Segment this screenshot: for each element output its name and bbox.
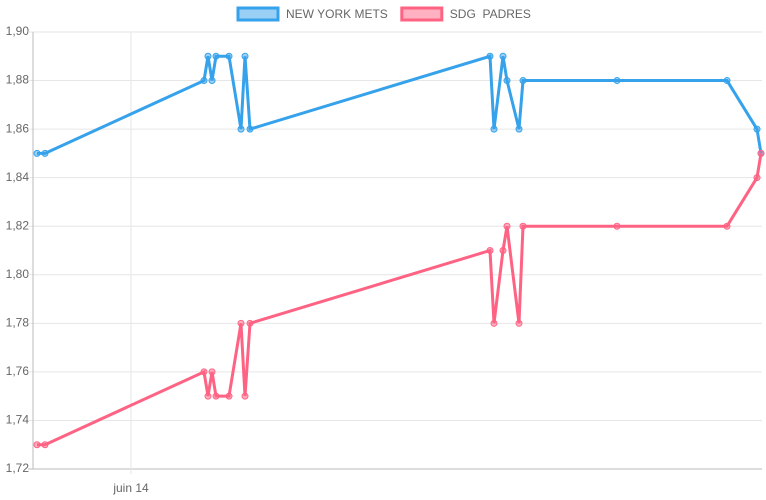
- data-point: [490, 319, 498, 327]
- y-tick-label: 1,72: [6, 461, 30, 475]
- data-point: [208, 77, 216, 85]
- data-point: [613, 77, 621, 85]
- data-point: [241, 392, 249, 400]
- data-point: [200, 77, 208, 85]
- y-tick-label: 1,76: [6, 364, 30, 378]
- data-point: [515, 125, 523, 133]
- data-point: [241, 52, 249, 60]
- y-tick-label: 1,86: [6, 121, 30, 135]
- data-point: [204, 52, 212, 60]
- data-point: [237, 125, 245, 133]
- data-point: [33, 149, 41, 157]
- data-point: [208, 368, 216, 376]
- legend-label: NEW YORK METS: [286, 7, 388, 21]
- data-point: [486, 247, 494, 254]
- data-point: [41, 441, 49, 449]
- legend-swatch: [236, 6, 280, 22]
- data-point: [246, 319, 254, 327]
- series-line: [37, 153, 763, 447]
- data-point: [753, 125, 761, 133]
- data-point: [723, 77, 731, 85]
- y-tick-label: 1,84: [6, 170, 30, 184]
- y-tick-label: 1,88: [6, 73, 30, 87]
- data-point: [200, 368, 208, 376]
- y-tick-label: 1,82: [6, 218, 30, 232]
- data-point: [613, 222, 621, 230]
- legend-swatch: [400, 6, 444, 22]
- data-point: [41, 149, 49, 157]
- data-point: [723, 222, 731, 230]
- data-point: [246, 125, 254, 133]
- data-point: [212, 52, 220, 60]
- data-point: [757, 149, 765, 157]
- x-tick-label: juin 14: [112, 481, 149, 495]
- y-tick-label: 1,80: [6, 267, 30, 281]
- data-point: [753, 174, 761, 182]
- data-point: [499, 247, 507, 254]
- data-point: [503, 77, 511, 85]
- series-line: [37, 54, 763, 155]
- data-point: [519, 77, 527, 85]
- data-point: [204, 392, 212, 400]
- data-point: [503, 222, 511, 230]
- data-point: [33, 441, 41, 449]
- data-point: [519, 222, 527, 230]
- legend-label: SDG PADRES: [450, 7, 531, 21]
- data-point: [225, 52, 233, 60]
- y-tick-label: 1,74: [6, 413, 30, 427]
- data-point: [499, 52, 507, 60]
- data-point: [212, 392, 220, 400]
- y-tick-label: 1,78: [6, 316, 30, 330]
- data-point: [490, 125, 498, 133]
- data-point: [515, 319, 523, 327]
- data-point: [486, 52, 494, 60]
- y-tick-label: 1,90: [6, 24, 30, 38]
- data-point: [225, 392, 233, 400]
- data-point: [237, 319, 245, 327]
